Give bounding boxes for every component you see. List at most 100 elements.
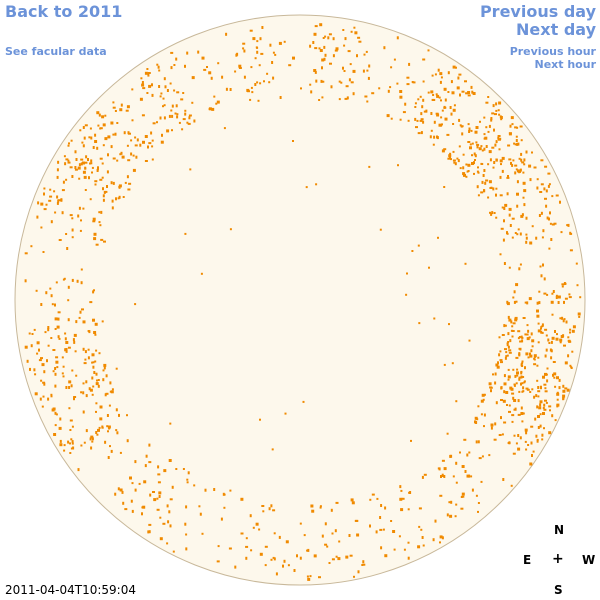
facula-speck [68, 142, 70, 145]
facula-speck [531, 225, 534, 228]
facula-speck [554, 419, 557, 422]
facula-speck [559, 340, 562, 344]
facula-speck [399, 485, 402, 489]
facula-speck [562, 319, 565, 323]
facula-speck [259, 82, 262, 85]
facula-speck [141, 83, 145, 87]
facula-speck [475, 141, 478, 144]
facula-speck [455, 66, 457, 69]
facula-speck [91, 437, 94, 441]
facula-speck [72, 446, 75, 450]
facula-speck [123, 131, 126, 135]
back-to-year-link[interactable]: Back to 2011 [5, 2, 123, 21]
facula-speck [283, 559, 286, 563]
facula-speck [82, 207, 85, 210]
facula-speck [410, 439, 412, 442]
facula-speck [556, 404, 559, 408]
facula-speck [524, 428, 528, 432]
facula-speck [93, 331, 97, 334]
facula-speck [313, 32, 317, 36]
facula-speck [507, 332, 510, 336]
facula-speck [94, 333, 97, 336]
facula-speck [421, 475, 424, 479]
facula-speck [477, 440, 480, 444]
facula-speck [175, 104, 178, 108]
facula-speck [460, 507, 464, 510]
facula-speck [538, 406, 542, 410]
facula-speck [49, 188, 52, 191]
facula-speck [79, 129, 82, 132]
facula-speck [56, 195, 59, 199]
facula-speck [508, 213, 511, 217]
facula-speck [74, 150, 77, 154]
facula-speck [519, 263, 522, 266]
facula-speck [204, 488, 207, 492]
facula-speck [539, 424, 542, 428]
facula-speck [506, 302, 510, 306]
facula-speck [480, 413, 483, 416]
facula-speck [55, 360, 59, 364]
facula-speck [69, 166, 73, 169]
facula-speck [564, 387, 568, 390]
facula-speck [243, 49, 246, 53]
facula-speck [350, 30, 353, 33]
facula-speck [105, 190, 108, 193]
facula-speck [467, 123, 470, 126]
facula-speck [525, 387, 529, 390]
facula-speck [35, 289, 38, 292]
facula-speck [453, 104, 456, 107]
facula-speck [352, 92, 355, 96]
facula-speck [412, 81, 416, 84]
facula-speck [189, 168, 192, 171]
facula-speck [30, 344, 33, 348]
facula-speck [54, 411, 57, 415]
facula-speck [438, 96, 441, 99]
facula-speck [436, 94, 440, 98]
facula-speck [556, 333, 558, 336]
facula-speck [91, 353, 95, 357]
facula-speck [432, 538, 435, 542]
facula-speck [163, 104, 166, 107]
facula-speck [368, 165, 371, 168]
previous-day-link[interactable]: Previous day [479, 2, 596, 21]
facula-speck [392, 530, 396, 533]
facula-speck [343, 44, 346, 47]
facula-speck [526, 337, 530, 341]
previous-hour-link[interactable]: Previous hour [509, 45, 596, 58]
facula-speck [521, 339, 524, 343]
next-day-link[interactable]: Next day [516, 20, 596, 39]
facula-speck [487, 196, 490, 199]
facula-speck [466, 170, 469, 173]
facula-speck [134, 144, 138, 147]
facula-speck [542, 412, 545, 415]
facula-speck [318, 99, 321, 101]
facula-speck [544, 165, 548, 168]
facula-speck [430, 90, 434, 94]
facula-speck [251, 91, 254, 94]
facula-speck [512, 368, 515, 371]
facula-speck [88, 330, 91, 334]
facula-speck [66, 247, 69, 250]
facula-speck [261, 505, 265, 507]
facula-speck [85, 380, 88, 384]
facula-speck [217, 545, 220, 548]
facula-speck [437, 467, 440, 470]
facula-speck [88, 387, 91, 391]
facula-speck [94, 322, 98, 326]
facula-speck [463, 438, 467, 441]
facula-speck [468, 474, 471, 478]
facula-speck [273, 557, 276, 561]
facula-speck [174, 112, 177, 115]
facula-speck [367, 76, 370, 80]
see-facular-data-link[interactable]: See facular data [5, 45, 107, 58]
facula-speck [492, 166, 495, 169]
facula-speck [518, 352, 521, 356]
facula-speck [446, 513, 449, 517]
facula-speck [525, 236, 528, 240]
facula-speck [324, 543, 328, 546]
facula-speck [43, 187, 46, 190]
facula-speck [468, 339, 471, 342]
facula-speck [318, 47, 321, 50]
next-hour-link[interactable]: Next hour [534, 58, 597, 71]
facula-speck [225, 87, 228, 91]
